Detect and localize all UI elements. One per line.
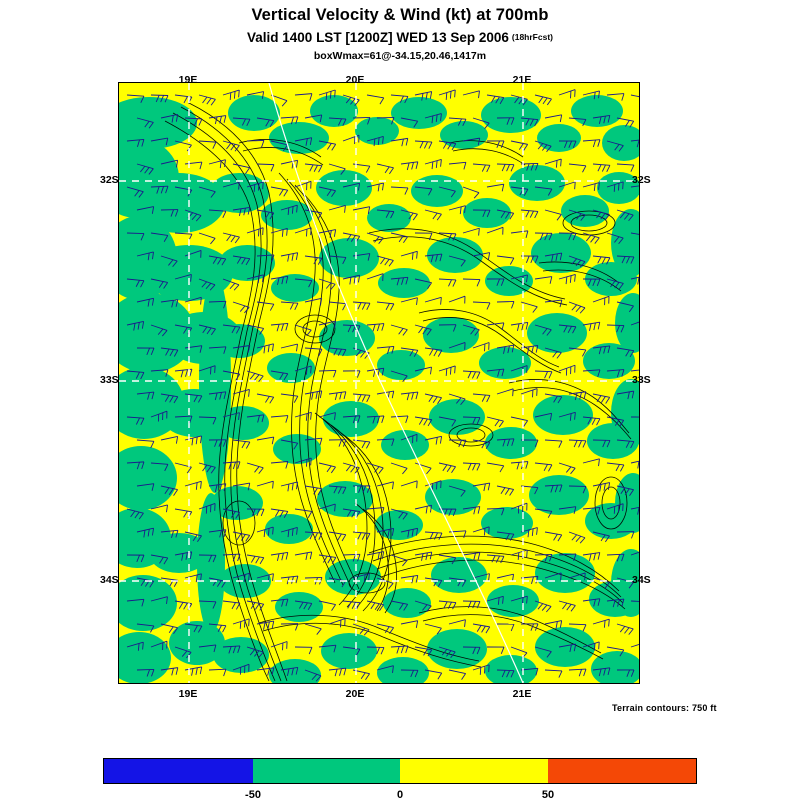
tick-left-34s: 34S bbox=[100, 574, 119, 586]
tick-top-21e: 21E bbox=[513, 74, 532, 86]
tick-bottom-19e: 19E bbox=[179, 688, 198, 700]
tick-right-32s: 32S bbox=[632, 174, 651, 186]
tick-top-19e: 19E bbox=[179, 74, 198, 86]
colorbar bbox=[103, 758, 697, 784]
colorbar-segment-ascent bbox=[400, 759, 548, 783]
colorbar-segment-strong-descent bbox=[104, 759, 253, 783]
map-plot-area bbox=[118, 82, 640, 684]
colorbar-segment-strong-ascent bbox=[548, 759, 696, 783]
tick-bottom-20e: 20E bbox=[346, 688, 365, 700]
colorbar-tick-0: 0 bbox=[397, 789, 403, 801]
graticule-layer bbox=[119, 83, 639, 683]
forecast-hour-note: (18hrFcst) bbox=[512, 32, 553, 42]
colorbar-tick-neg50: -50 bbox=[245, 789, 261, 801]
tick-top-20e: 20E bbox=[346, 74, 365, 86]
tick-right-34s: 34S bbox=[632, 574, 651, 586]
title-block: Vertical Velocity & Wind (kt) at 700mb V… bbox=[0, 0, 800, 62]
colorbar-tick-50: 50 bbox=[542, 789, 554, 801]
valid-time-text: Valid 1400 LST [1200Z] WED 13 Sep 2006 bbox=[247, 30, 509, 45]
terrain-contour-note: Terrain contours: 750 ft bbox=[612, 703, 717, 713]
page-title: Vertical Velocity & Wind (kt) at 700mb bbox=[0, 6, 800, 25]
tick-left-32s: 32S bbox=[100, 174, 119, 186]
tick-left-33s: 33S bbox=[100, 374, 119, 386]
tick-bottom-21e: 21E bbox=[513, 688, 532, 700]
colorbar-segment-descent bbox=[253, 759, 400, 783]
valid-time-subtitle: Valid 1400 LST [1200Z] WED 13 Sep 2006(1… bbox=[0, 30, 800, 45]
box-wmax-annotation: boxWmax=61@-34.15,20.46,1417m bbox=[0, 50, 800, 62]
tick-right-33s: 33S bbox=[632, 374, 651, 386]
